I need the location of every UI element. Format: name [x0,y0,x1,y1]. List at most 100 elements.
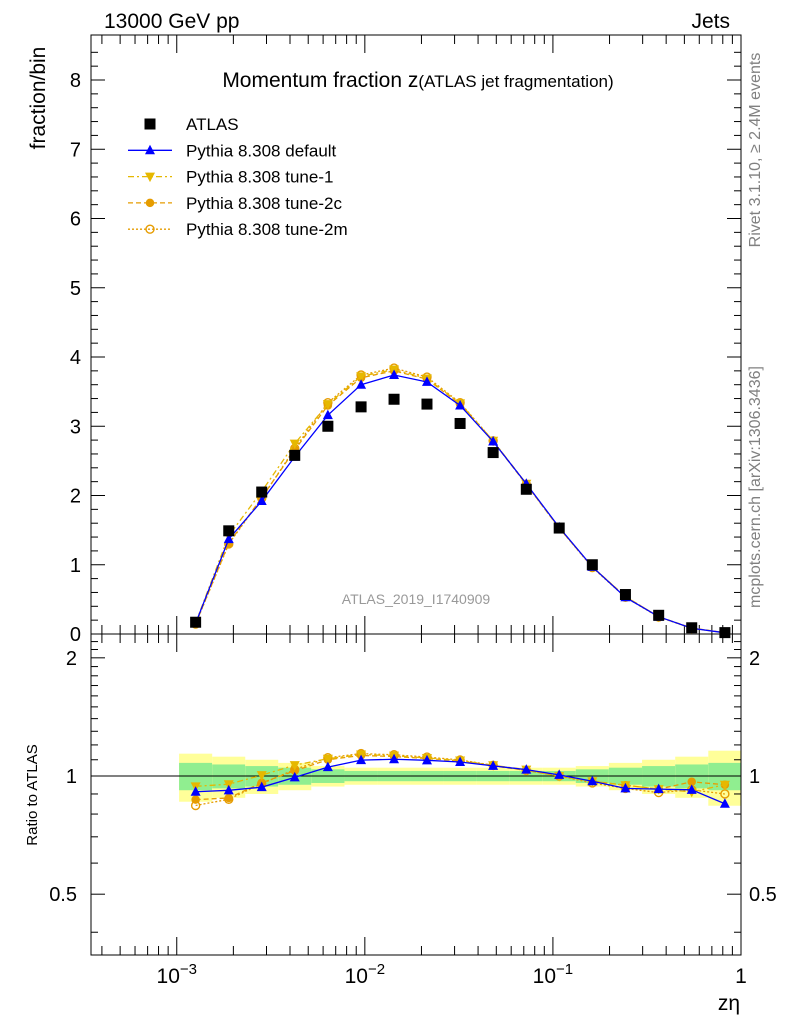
data-point [653,609,665,621]
series-point [289,439,300,450]
series-pythia-8-308-tune-1 [190,365,730,798]
chart-title-sub: (ATLAS jet fragmentation) [418,72,613,91]
series-ratio-point [356,754,367,765]
side-rivet-label: Rivet 3.1.10, ≥ 2.4M events [747,53,764,248]
data-point [190,616,202,628]
category-label: Jets [691,10,730,33]
data-point [520,483,532,495]
y-tick-label: 4 [70,347,81,369]
x-tick-label: 10−1 [533,961,573,988]
data-point [454,417,466,429]
series-ratio-point [687,777,696,787]
ratio-tick-label: 0.5 [49,884,77,906]
series-point [256,495,267,506]
legend-marker [145,144,155,155]
data-point [421,398,433,410]
series-ratio-point [620,782,631,793]
legend-label: ATLAS [186,115,239,134]
legend-item-pythia-8-308-default: Pythia 8.308 default [128,141,337,160]
legend: ATLAS Pythia 8.308 default Pythia 8.308 tu… [128,115,348,239]
series-ratio-point [322,761,333,772]
ratio-y-axis-label: Ratio to ATLAS [24,744,41,845]
series-ratio-point [290,766,299,776]
ratio-frame [90,633,742,956]
series-ratio-point [719,798,730,808]
legend-marker [145,172,155,183]
series-ratio-point [322,754,333,765]
series-ratio-point [190,786,201,796]
chart-title: Momentum fraction z(ATLAS jet fragmentat… [222,69,613,92]
series-atlas [190,393,731,639]
y-axis-label: fraction/bin [27,47,50,150]
series-pythia-8-308-tune-2m [190,363,730,811]
data-point [619,589,631,601]
series-point [389,369,400,380]
x-axis-label: zη [718,992,740,1015]
series-ratio-point [587,775,598,786]
series-ratio-point [653,783,664,794]
energy-label: 13000 GeV pp [104,10,239,33]
series-ratio-point [455,756,466,767]
y-tick-label: 2 [70,486,81,508]
series-layer [190,363,731,811]
data-point [355,401,367,413]
series-ratio-point [719,780,730,791]
series-ratio-point [488,760,499,770]
ratio-tick-label-right: 1 [749,766,760,788]
ratio-tick-label-right: 2 [749,648,760,670]
legend-label: Pythia 8.308 tune-1 [186,168,333,187]
series-point [356,372,367,382]
data-point [586,559,598,571]
legend-item-pythia-8-308-tune-1: Pythia 8.308 tune-1 [128,168,333,187]
series-point [421,376,432,386]
legend-marker [144,118,156,130]
axes: 0 1 2 3 4 5 6 7 8 0.5 0.5 1 1 2 2 10−3 10−2 10−1 1 [49,34,777,988]
data-point [553,522,565,534]
side-source-label: mcplots.cern.ch [arXiv:1306.3436] [747,366,764,608]
data-point [487,447,499,459]
x-tick-label: 1 [735,965,747,988]
legend-item-pythia-8-308-tune-2c: Pythia 8.308 tune-2c [128,194,342,213]
legend-marker [145,224,155,234]
data-point [223,525,235,537]
series-point [356,379,367,389]
series-ratio-point [256,771,267,781]
data-point [719,627,731,639]
legend-label: Pythia 8.308 tune-2c [186,194,342,213]
series-ratio-point [289,761,300,771]
series-point [455,399,466,410]
series-ratio-point [554,769,565,779]
y-tick-label: 3 [70,416,81,438]
series-ratio-point [389,753,400,764]
series-pythia-8-308-tune-2c [191,366,730,804]
series-ratio-point [223,784,234,795]
analysis-id-label: ATLAS_2019_I1740909 [342,591,491,607]
data-point [388,393,400,405]
x-tick-label: 10−3 [157,961,197,988]
legend-label: Pythia 8.308 tune-2m [186,220,348,239]
series-point [223,533,234,544]
series-ratio-point [256,781,267,792]
y-tick-label: 6 [70,209,81,231]
y-tick-label: 0 [70,624,81,646]
ratio-tick-label-right: 0.5 [749,884,777,906]
series-ratio-point [191,795,200,804]
data-point [256,486,268,498]
y-tick-label: 5 [70,278,81,300]
ratio-tick-label: 1 [66,766,77,788]
ratio-tick-label: 2 [66,648,77,670]
series-point [322,400,333,410]
series-point [322,409,333,420]
y-tick-label: 7 [70,139,81,161]
y-tick-label: 1 [70,555,81,577]
series-ratio-point [686,784,697,794]
series-ratio-point [224,793,234,803]
data-point [322,420,334,432]
series-ratio-point [289,771,300,782]
legend-label: Pythia 8.308 default [186,141,337,160]
chart-title-main: Momentum fraction z [222,69,418,92]
legend-item-pythia-8-308-tune-2m: Pythia 8.308 tune-2m [128,220,348,239]
y-tick-label: 8 [70,70,81,92]
data-point [686,622,698,634]
